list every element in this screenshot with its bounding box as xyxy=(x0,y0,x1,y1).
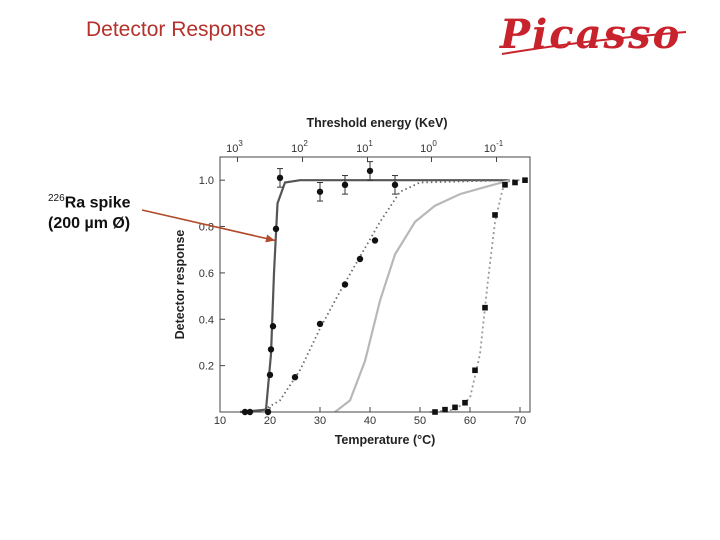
data-point xyxy=(341,181,349,189)
series-0-curve xyxy=(239,179,510,414)
data-point xyxy=(316,320,324,328)
data-point xyxy=(272,225,280,233)
annotation-arrow-line xyxy=(141,209,276,242)
data-point xyxy=(442,406,448,413)
data-point xyxy=(432,409,438,415)
x-tick-label: 20 xyxy=(264,415,276,427)
annotation-line-1: 226Ra spike xyxy=(48,188,131,213)
data-point xyxy=(241,408,249,416)
y-tick-label: 0.6 xyxy=(199,268,214,280)
top-tick-label: 10-1 xyxy=(484,139,504,155)
data-point xyxy=(391,181,399,189)
slide-title: Detector Response xyxy=(86,18,266,41)
isotope-mass: 226 xyxy=(48,193,65,204)
data-point xyxy=(502,182,508,188)
annotation-label: 226Ra spike (200 µm Ø) xyxy=(48,188,131,234)
picasso-logo: Picasso xyxy=(499,11,687,58)
data-point xyxy=(371,237,379,244)
data-point xyxy=(291,374,299,381)
annotation-line-1-text: Ra spike xyxy=(64,194,131,212)
x-tick-label: 70 xyxy=(514,415,526,427)
annotation-arrow xyxy=(141,209,276,243)
data-point xyxy=(356,255,364,263)
points-layer xyxy=(241,161,528,416)
series-2-curve xyxy=(334,179,511,413)
data-point xyxy=(512,179,518,186)
annotation-line-2: (200 µm Ø) xyxy=(48,215,131,233)
top-tick-label: 100 xyxy=(420,139,437,155)
data-point xyxy=(522,177,528,183)
data-point xyxy=(269,323,277,330)
data-point xyxy=(462,399,468,406)
y-axis-label: Detector response xyxy=(173,230,187,340)
data-point xyxy=(341,281,349,288)
plot-border xyxy=(219,156,531,413)
data-point xyxy=(482,304,488,311)
data-point xyxy=(246,408,254,416)
y-tick-label: 0.2 xyxy=(199,361,214,373)
curves-layer xyxy=(239,179,525,414)
data-point xyxy=(472,367,478,374)
logo-swoosh xyxy=(501,31,687,55)
top-tick-label: 103 xyxy=(226,139,243,155)
y-tick-label: 1.0 xyxy=(199,175,214,187)
data-point xyxy=(264,408,272,416)
data-point xyxy=(266,371,274,379)
y-tick-label: 0.4 xyxy=(199,314,214,326)
x-tick-label: 30 xyxy=(314,415,326,427)
top-axis-label: Threshold energy (KeV) xyxy=(307,116,448,130)
x-tick-label: 50 xyxy=(414,415,426,427)
data-point xyxy=(276,174,284,182)
top-tick-label: 102 xyxy=(291,139,308,155)
x-axis-label: Temperature (°C) xyxy=(335,433,436,447)
x-tick-label: 60 xyxy=(464,415,476,427)
plot-frame xyxy=(219,156,531,413)
data-point xyxy=(267,346,275,353)
data-point xyxy=(366,167,374,175)
series-1-curve xyxy=(259,179,511,413)
x-tick-label: 10 xyxy=(214,415,226,427)
series-3-curve xyxy=(429,179,525,413)
top-tick-label: 101 xyxy=(356,139,373,155)
data-point xyxy=(316,188,324,195)
x-tick-label: 40 xyxy=(364,415,376,427)
data-point xyxy=(452,404,458,411)
data-point xyxy=(492,212,498,218)
annotation-arrow-head xyxy=(265,234,275,243)
